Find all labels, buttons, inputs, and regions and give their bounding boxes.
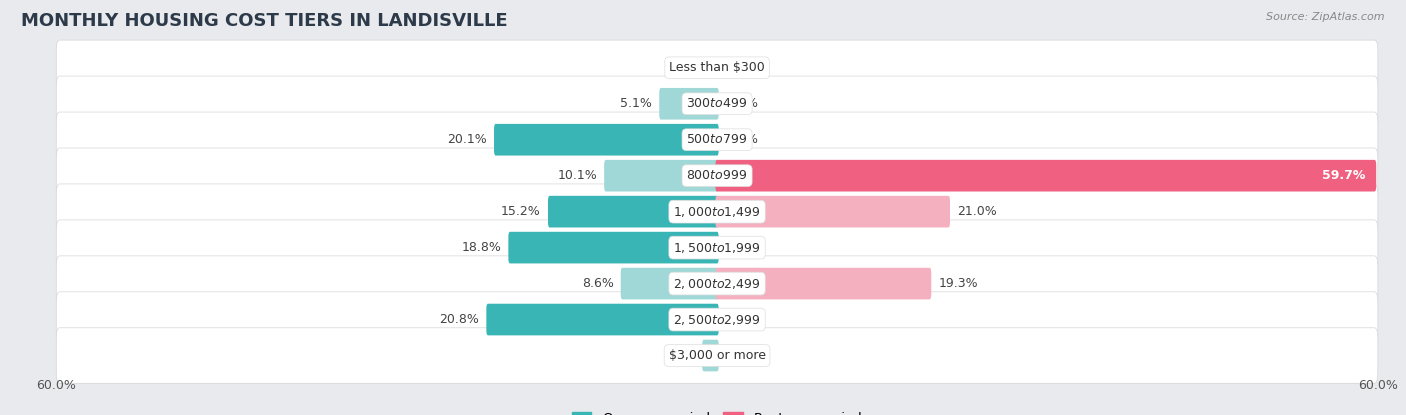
FancyBboxPatch shape [620, 268, 718, 299]
FancyBboxPatch shape [56, 220, 1378, 275]
Text: 0.0%: 0.0% [725, 241, 758, 254]
Text: 8.6%: 8.6% [582, 277, 613, 290]
Text: 21.0%: 21.0% [957, 205, 997, 218]
Text: 20.1%: 20.1% [447, 133, 486, 146]
FancyBboxPatch shape [716, 160, 1376, 191]
Text: $800 to $999: $800 to $999 [686, 169, 748, 182]
Text: $1,000 to $1,499: $1,000 to $1,499 [673, 205, 761, 219]
Text: $1,500 to $1,999: $1,500 to $1,999 [673, 241, 761, 255]
FancyBboxPatch shape [56, 148, 1378, 203]
Text: $2,500 to $2,999: $2,500 to $2,999 [673, 312, 761, 327]
FancyBboxPatch shape [56, 76, 1378, 132]
FancyBboxPatch shape [605, 160, 718, 191]
Text: 0.0%: 0.0% [725, 349, 758, 362]
FancyBboxPatch shape [494, 124, 718, 156]
FancyBboxPatch shape [716, 196, 950, 227]
FancyBboxPatch shape [56, 112, 1378, 167]
Text: Less than $300: Less than $300 [669, 61, 765, 74]
Text: 18.8%: 18.8% [461, 241, 501, 254]
Text: 0.0%: 0.0% [725, 133, 758, 146]
Text: 19.3%: 19.3% [938, 277, 979, 290]
FancyBboxPatch shape [56, 256, 1378, 311]
Text: 10.1%: 10.1% [557, 169, 598, 182]
Text: Source: ZipAtlas.com: Source: ZipAtlas.com [1267, 12, 1385, 22]
FancyBboxPatch shape [716, 268, 931, 299]
FancyBboxPatch shape [56, 328, 1378, 383]
FancyBboxPatch shape [56, 40, 1378, 95]
Text: $300 to $499: $300 to $499 [686, 97, 748, 110]
FancyBboxPatch shape [486, 304, 718, 335]
Text: 1.2%: 1.2% [664, 349, 695, 362]
Text: $2,000 to $2,499: $2,000 to $2,499 [673, 276, 761, 290]
FancyBboxPatch shape [659, 88, 718, 120]
Text: 5.1%: 5.1% [620, 97, 652, 110]
FancyBboxPatch shape [509, 232, 718, 264]
Text: $3,000 or more: $3,000 or more [669, 349, 765, 362]
Legend: Owner-occupied, Renter-occupied: Owner-occupied, Renter-occupied [572, 412, 862, 415]
FancyBboxPatch shape [56, 292, 1378, 347]
Text: 0.0%: 0.0% [725, 313, 758, 326]
Text: 0.0%: 0.0% [676, 61, 709, 74]
Text: 59.7%: 59.7% [1323, 169, 1365, 182]
FancyBboxPatch shape [56, 184, 1378, 239]
FancyBboxPatch shape [548, 196, 718, 227]
Text: 20.8%: 20.8% [439, 313, 479, 326]
Text: MONTHLY HOUSING COST TIERS IN LANDISVILLE: MONTHLY HOUSING COST TIERS IN LANDISVILL… [21, 12, 508, 30]
Text: 0.0%: 0.0% [725, 97, 758, 110]
Text: 0.0%: 0.0% [725, 61, 758, 74]
Text: $500 to $799: $500 to $799 [686, 133, 748, 146]
Text: 15.2%: 15.2% [501, 205, 541, 218]
FancyBboxPatch shape [702, 340, 718, 371]
